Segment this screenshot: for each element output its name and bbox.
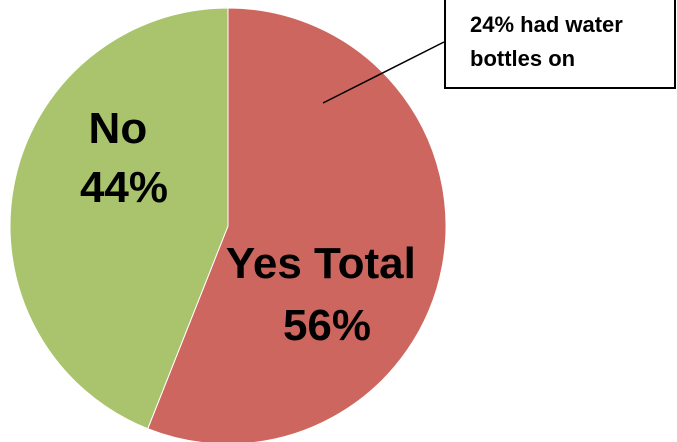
callout-leader-line [322,41,445,104]
slice-label-no-percent: 44% [80,163,168,212]
annotation-line-1: 24% had water [470,12,623,37]
slice-label-yes-percent: 56% [283,301,371,350]
labels-layer: Yes Total 56% No 44% [80,104,428,350]
slices-layer [9,7,447,442]
slice-label-yes: Yes Total 56% [226,239,428,350]
annotation-line-2: bottles on [470,46,576,71]
slice-label-no-name: No [89,104,148,153]
pie-slice-no [9,7,229,430]
slice-label-yes-name: Yes Total [226,239,416,288]
annotation-callout: 24% had water bottles on [444,0,676,89]
slice-label-no: No 44% [80,104,168,212]
